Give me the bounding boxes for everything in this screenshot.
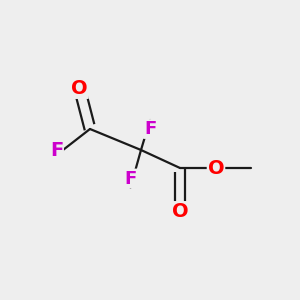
Text: F: F xyxy=(124,169,136,188)
Text: F: F xyxy=(50,140,63,160)
Text: O: O xyxy=(172,202,188,221)
Text: O: O xyxy=(208,158,224,178)
Text: O: O xyxy=(71,79,88,98)
Text: F: F xyxy=(144,120,156,138)
